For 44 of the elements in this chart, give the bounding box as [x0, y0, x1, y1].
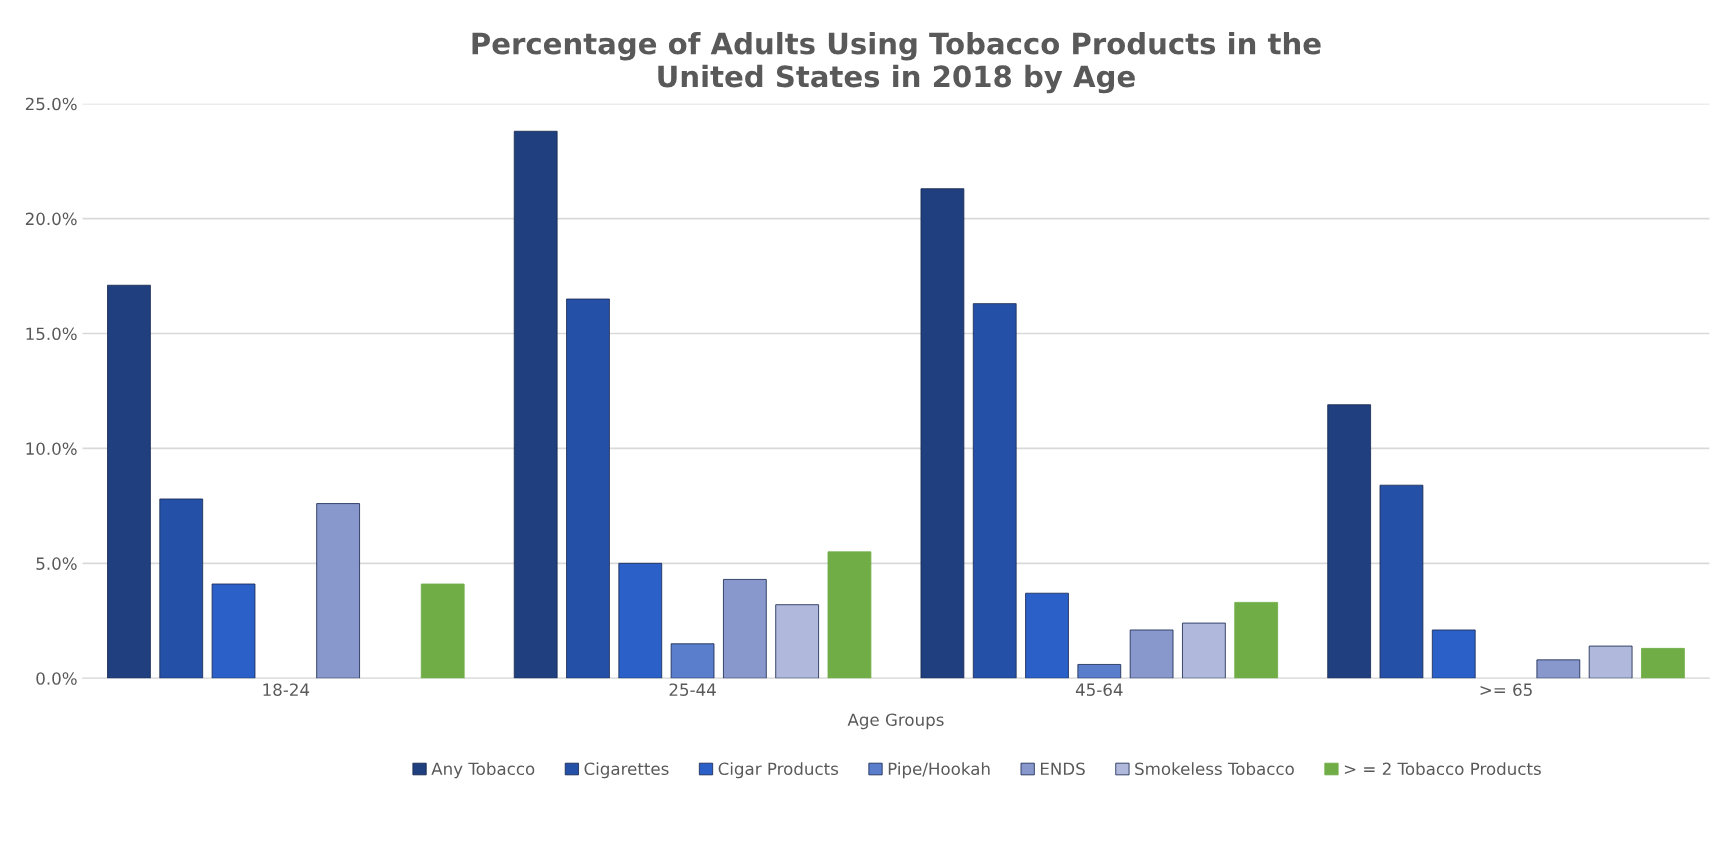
bar [1536, 659, 1581, 679]
bar [107, 284, 151, 679]
bar [1431, 629, 1476, 679]
bar [920, 188, 965, 679]
bar [1077, 664, 1122, 679]
chart-title: Percentage of Adults Using Tobacco Products in the United States in 2018 by Age [472, 31, 1321, 94]
bar [1182, 622, 1226, 679]
y-tick-label: 0.0% [36, 672, 77, 685]
legend-label: > = 2 Tobacco Products [1344, 762, 1541, 776]
y-tick-label: 10.0% [26, 442, 77, 455]
legend-label: ENDS [1040, 762, 1085, 776]
y-tick-label: 20.0% [25, 212, 77, 226]
x-tick-label: 18-24 [263, 683, 310, 696]
legend-label: Cigar Products [718, 762, 839, 779]
bar [159, 498, 204, 679]
bar [513, 130, 558, 679]
bar [1641, 647, 1685, 679]
legend-label: Cigarettes [584, 762, 669, 779]
y-tick-label: 5.0% [36, 557, 77, 570]
bar [827, 551, 872, 679]
bar [723, 579, 767, 679]
bar [1588, 645, 1633, 679]
bar [420, 583, 465, 679]
legend-label: Smokeless Tobacco [1135, 762, 1294, 776]
y-tick-label: 25.0% [25, 97, 77, 111]
y-tick-label: 15.0% [26, 327, 77, 341]
x-tick-label: 45-64 [1075, 683, 1123, 696]
bar [211, 583, 256, 679]
bar [1234, 601, 1279, 679]
x-tick-label: 25-44 [669, 683, 716, 696]
legend-label: Any Tobacco [431, 762, 535, 779]
bar [1327, 404, 1372, 679]
bar [1379, 484, 1424, 679]
legend-label: Pipe/Hookah [888, 762, 990, 779]
bar [316, 503, 360, 679]
x-axis-title: Age Groups [847, 713, 944, 730]
bar [972, 303, 1017, 679]
bar [1129, 629, 1174, 679]
bar [775, 604, 820, 679]
bar [670, 643, 715, 679]
bar [618, 562, 663, 679]
bar [566, 298, 610, 679]
bar [1025, 592, 1069, 679]
x-tick-label: >= 65 [1480, 683, 1532, 696]
